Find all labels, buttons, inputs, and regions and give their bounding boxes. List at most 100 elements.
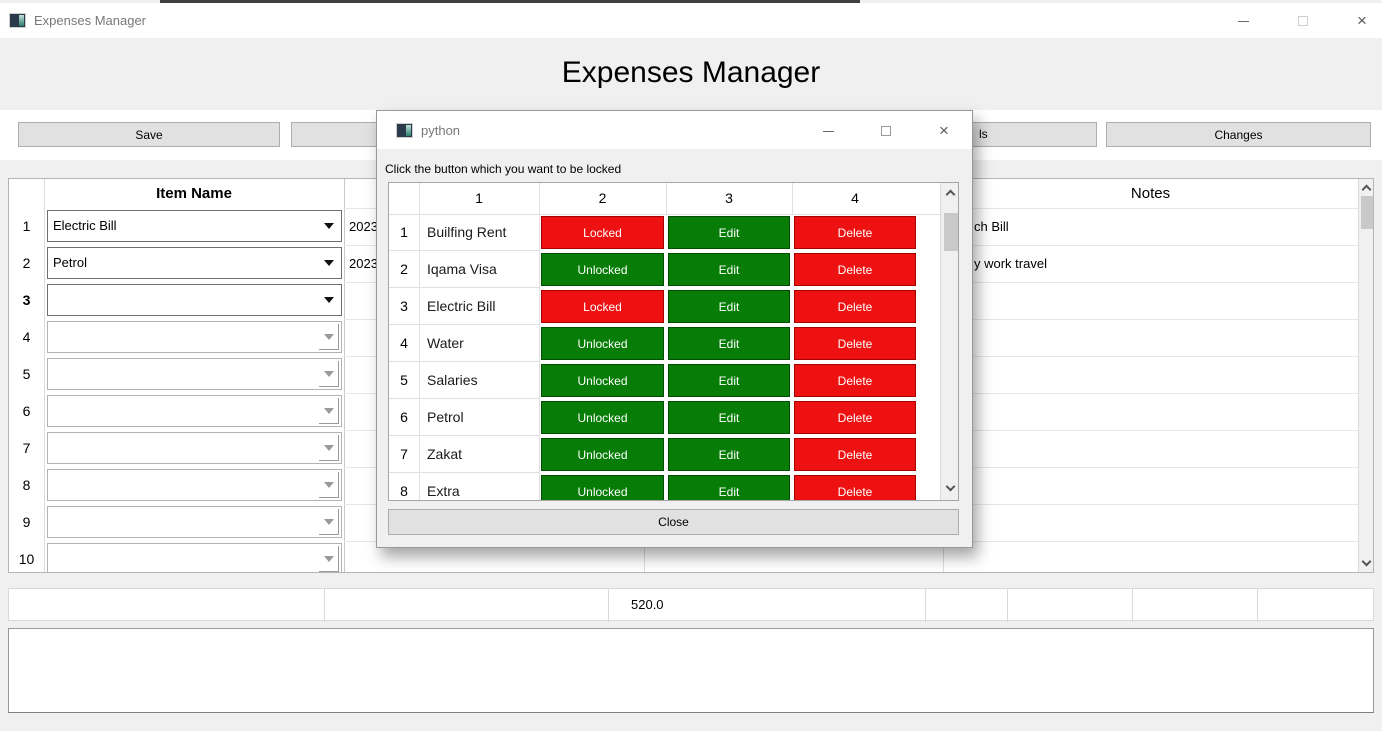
delete-button[interactable]: Delete — [794, 216, 916, 249]
scroll-down-icon[interactable] — [945, 481, 956, 492]
table-row: 4 — [9, 319, 1358, 356]
col-header-2: 2 — [598, 190, 607, 206]
chevron-down-icon — [319, 287, 339, 313]
lock-toggle-button[interactable]: Unlocked — [541, 327, 664, 360]
delete-button[interactable]: Delete — [794, 290, 916, 323]
table-row: 8 — [9, 467, 1358, 504]
col-header-1: 1 — [475, 190, 483, 206]
item-name: Extra — [427, 483, 460, 499]
item-name-combobox[interactable] — [47, 284, 342, 316]
lock-toggle-button[interactable]: Unlocked — [541, 438, 664, 471]
note-cell: y work travel — [974, 256, 1047, 271]
cell-divider — [324, 589, 325, 622]
scroll-up-icon[interactable] — [1361, 184, 1372, 195]
cell-divider — [1132, 589, 1133, 622]
column-header-notes: Notes — [1130, 185, 1171, 202]
row-number: 8 — [400, 483, 408, 499]
chevron-down-icon — [319, 435, 339, 461]
summary-row: 520.0 — [8, 588, 1374, 622]
changes-button[interactable]: Changes — [1106, 122, 1371, 147]
item-name-combobox[interactable]: Electric Bill — [47, 210, 342, 242]
edit-button[interactable]: Edit — [668, 216, 790, 249]
close-button[interactable]: × — [1357, 11, 1367, 30]
item-name-combobox[interactable] — [47, 432, 342, 464]
dialog-close-button[interactable]: × — [939, 121, 949, 140]
vertical-scrollbar[interactable] — [1358, 179, 1373, 572]
lock-table-row: 7 Zakat Unlocked Edit Delete — [389, 436, 940, 473]
row-number: 7 — [22, 440, 31, 456]
lock-dialog: python × Click the button which you want… — [376, 110, 973, 548]
chevron-down-icon — [319, 324, 339, 350]
delete-button[interactable]: Delete — [794, 364, 916, 397]
delete-button[interactable]: Delete — [794, 438, 916, 471]
item-name-combobox[interactable]: Petrol — [47, 247, 342, 279]
dialog-instruction: Click the button which you want to be lo… — [385, 162, 622, 176]
minimize-icon — [822, 130, 834, 132]
toolbar-button-partial-label: ls — [979, 127, 988, 141]
dialog-maximize-button[interactable] — [874, 119, 898, 143]
chevron-down-icon — [319, 361, 339, 387]
main-titlebar: Expenses Manager × — [0, 3, 1382, 38]
note-cell: ch Bill — [974, 219, 1009, 234]
delete-button[interactable]: Delete — [794, 253, 916, 286]
maximize-icon — [1298, 16, 1308, 26]
row-number: 6 — [22, 403, 31, 419]
scrollbar-thumb[interactable] — [944, 213, 958, 251]
table-row: 5 — [9, 356, 1358, 393]
column-divider — [44, 179, 45, 572]
row-number: 8 — [22, 477, 31, 493]
date-cell: 2023 — [349, 219, 378, 234]
row-number: 4 — [22, 329, 31, 345]
lock-toggle-button[interactable]: Locked — [541, 216, 664, 249]
lock-table-row: 4 Water Unlocked Edit Delete — [389, 325, 940, 362]
edit-button[interactable]: Edit — [668, 253, 790, 286]
dialog-close-action-button[interactable]: Close — [388, 509, 959, 535]
chevron-down-icon — [319, 213, 339, 239]
lock-toggle-button[interactable]: Locked — [541, 290, 664, 323]
lock-toggle-button[interactable]: Unlocked — [541, 364, 664, 397]
delete-button[interactable]: Delete — [794, 327, 916, 360]
lock-toggle-button[interactable]: Unlocked — [541, 253, 664, 286]
background-window-edge — [160, 0, 860, 3]
save-button[interactable]: Save — [18, 122, 280, 147]
edit-button[interactable]: Edit — [668, 475, 790, 500]
scrollbar-thumb[interactable] — [1361, 196, 1373, 229]
item-name-combobox[interactable] — [47, 469, 342, 501]
lock-table-row: 5 Salaries Unlocked Edit Delete — [389, 362, 940, 399]
col-header-4: 4 — [851, 190, 859, 206]
scroll-down-icon[interactable] — [1361, 556, 1372, 567]
total-value: 520.0 — [631, 597, 664, 612]
combobox-value: Petrol — [53, 255, 87, 270]
lock-toggle-button[interactable]: Unlocked — [541, 401, 664, 434]
item-name-combobox[interactable] — [47, 395, 342, 427]
maximize-button[interactable] — [1291, 9, 1315, 33]
item-name: Iqama Visa — [427, 261, 497, 277]
row-number: 10 — [18, 551, 35, 567]
edit-button[interactable]: Edit — [668, 364, 790, 397]
row-number: 3 — [400, 298, 408, 314]
item-name-combobox[interactable] — [47, 506, 342, 538]
delete-button[interactable]: Delete — [794, 475, 916, 500]
edit-button[interactable]: Edit — [668, 401, 790, 434]
lock-table-row: 3 Electric Bill Locked Edit Delete — [389, 288, 940, 325]
dialog-minimize-button[interactable] — [816, 119, 840, 143]
item-name: Zakat — [427, 446, 463, 462]
dialog-scrollbar[interactable] — [940, 183, 958, 500]
table-row: 2 Petrol 2023 y work travel — [9, 245, 1358, 282]
row-number: 1 — [400, 224, 408, 240]
chevron-down-icon — [319, 250, 339, 276]
item-name-combobox[interactable] — [47, 358, 342, 390]
edit-button[interactable]: Edit — [668, 327, 790, 360]
delete-button[interactable]: Delete — [794, 401, 916, 434]
item-name-combobox[interactable] — [47, 321, 342, 353]
column-divider — [539, 183, 540, 500]
chevron-down-icon — [319, 472, 339, 498]
item-name-combobox[interactable] — [47, 543, 342, 572]
lock-toggle-button[interactable]: Unlocked — [541, 475, 664, 500]
edit-button[interactable]: Edit — [668, 290, 790, 323]
scroll-up-icon[interactable] — [945, 189, 956, 200]
edit-button[interactable]: Edit — [668, 438, 790, 471]
row-number: 2 — [400, 261, 408, 277]
minimize-button[interactable] — [1231, 9, 1255, 33]
bottom-panel — [8, 628, 1374, 713]
